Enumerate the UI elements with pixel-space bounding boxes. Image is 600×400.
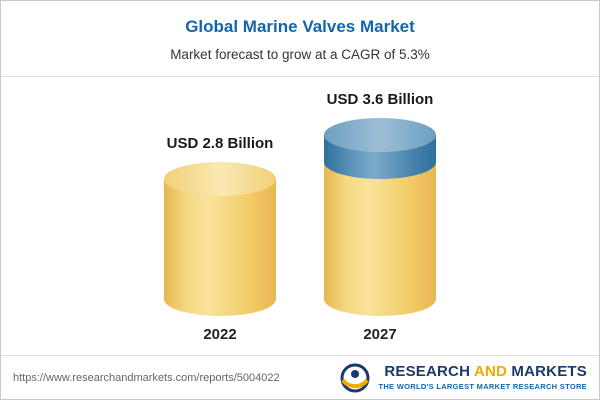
value-label-2022: USD 2.8 Billion: [166, 135, 274, 152]
header-divider: [1, 76, 599, 77]
category-label-2022: 2022: [203, 326, 237, 343]
researchandmarkets-logo-icon: [339, 362, 371, 394]
logo-text: RESEARCH AND MARKETS THE WORLD'S LARGEST…: [378, 363, 587, 391]
logo-word-markets: MARKETS: [511, 363, 587, 381]
cylinder-body: [164, 179, 276, 316]
chart-subtitle: Market forecast to grow at a CAGR of 5.3…: [170, 47, 430, 62]
cylinder-bar-2022: [164, 162, 276, 316]
cylinder-bar-2027: [324, 118, 436, 316]
chart-title: Global Marine Valves Market: [185, 17, 415, 36]
report-url-link[interactable]: https://www.researchandmarkets.com/repor…: [13, 371, 280, 384]
bar-group-2027: USD 3.6 Billion 2027: [324, 91, 436, 343]
footer: https://www.researchandmarkets.com/repor…: [1, 355, 599, 399]
category-label-2027: 2027: [363, 326, 397, 343]
logo-tagline: THE WORLD'S LARGEST MARKET RESEARCH STOR…: [378, 381, 587, 391]
chart-area: USD 2.8 Billion 2022 USD 3.6 Billion 202…: [1, 77, 599, 353]
cylinder-top-ellipse: [164, 162, 276, 196]
logo-word-research: RESEARCH: [384, 363, 471, 381]
value-label-2027: USD 3.6 Billion: [326, 91, 434, 108]
logo-wordmark: RESEARCH AND MARKETS: [384, 363, 587, 381]
researchandmarkets-logo: RESEARCH AND MARKETS THE WORLD'S LARGEST…: [339, 362, 587, 394]
logo-word-and: AND: [473, 363, 508, 381]
bar-group-2022: USD 2.8 Billion 2022: [164, 135, 276, 343]
cap-top-ellipse: [324, 118, 436, 152]
chart-header: Global Marine Valves Market Market forec…: [1, 1, 599, 62]
cylinder-growth-cap: [324, 118, 436, 179]
